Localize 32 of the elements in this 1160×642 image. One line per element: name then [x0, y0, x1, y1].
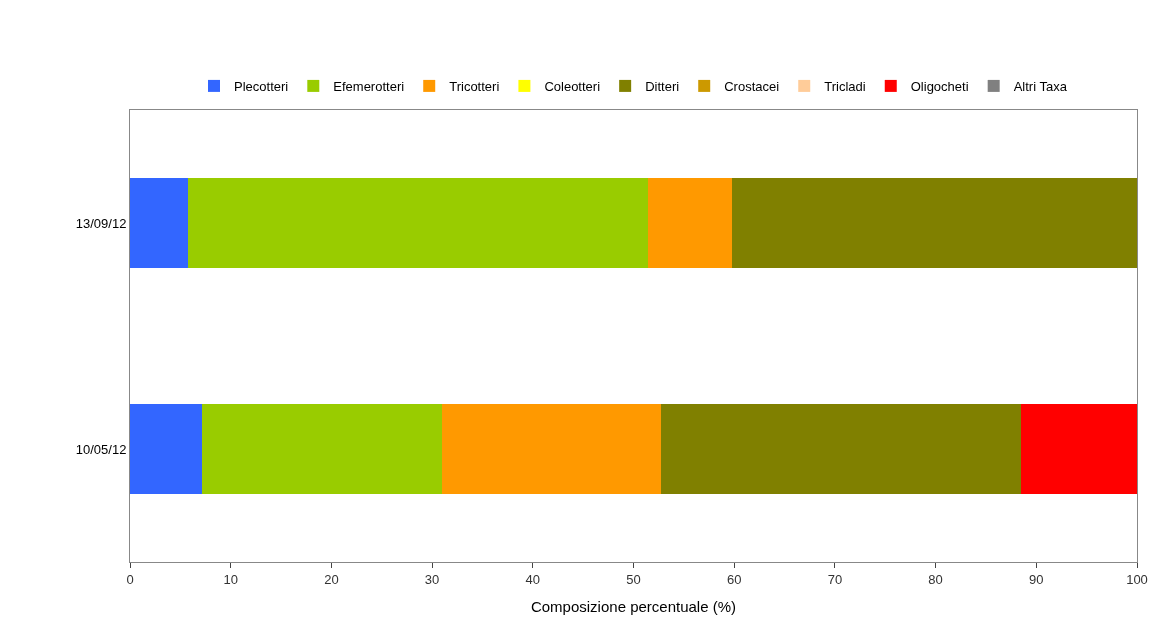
bar: [1021, 403, 1137, 495]
bar: [647, 177, 733, 269]
bar: [188, 177, 648, 269]
legend-label: Crostacei: [724, 78, 780, 94]
x-tick-label: 80: [928, 571, 943, 587]
legend-label: Tricotteri: [449, 78, 500, 94]
bar: [201, 403, 443, 495]
x-tick-label: 70: [827, 571, 843, 587]
legend-label: Tricladi: [824, 78, 866, 94]
legend-label: Plecotteri: [234, 78, 289, 94]
x-tick-label: 100: [1126, 571, 1148, 587]
x-tick-label: 50: [626, 571, 641, 587]
x-tick-label: 10: [223, 571, 238, 587]
bar: [660, 403, 1022, 495]
bar: [442, 403, 661, 495]
y-tick-label: 10/05/12: [75, 441, 127, 457]
x-tick-label: 90: [1029, 571, 1044, 587]
legend-label: Oligocheti: [910, 78, 969, 94]
legend-label: Ditteri: [645, 78, 680, 94]
x-tick-label: 30: [424, 571, 440, 587]
legend-label: Efemerotteri: [333, 78, 405, 94]
x-tick-label: 60: [726, 571, 742, 587]
bar: [130, 403, 202, 495]
y-tick-label: 13/09/12: [75, 215, 127, 231]
x-tick-label: 20: [324, 571, 339, 587]
legend-label: Coleotteri: [544, 78, 601, 94]
x-axis-title: Composizione percentuale (%): [530, 597, 737, 615]
x-tick-label: 0: [126, 571, 134, 587]
legend-label: Altri Taxa: [1013, 78, 1068, 94]
x-tick-label: 40: [525, 571, 541, 587]
bar: [130, 177, 189, 269]
bar: [732, 177, 1137, 269]
